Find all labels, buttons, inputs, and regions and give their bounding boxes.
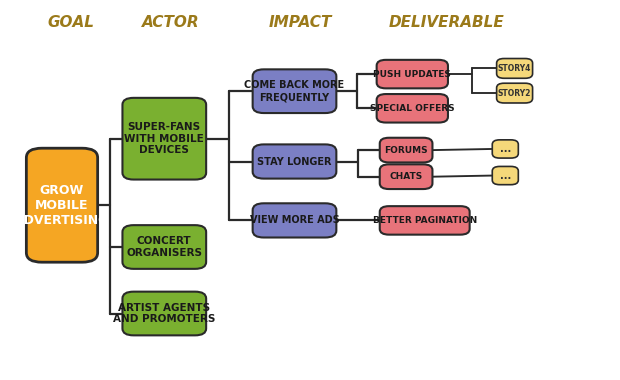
FancyBboxPatch shape: [253, 203, 336, 238]
FancyBboxPatch shape: [492, 140, 518, 158]
Text: CONCERT
ORGANISERS: CONCERT ORGANISERS: [126, 236, 202, 258]
FancyBboxPatch shape: [379, 206, 470, 235]
Text: ...: ...: [500, 171, 511, 180]
Text: COME BACK MORE
FREQUENTLY: COME BACK MORE FREQUENTLY: [244, 81, 345, 102]
FancyBboxPatch shape: [497, 59, 533, 78]
Text: FORUMS: FORUMS: [384, 146, 428, 155]
Text: STAY LONGER: STAY LONGER: [257, 157, 332, 166]
Text: ARTIST AGENTS
AND PROMOTERS: ARTIST AGENTS AND PROMOTERS: [113, 303, 216, 324]
Text: GOAL: GOAL: [48, 15, 95, 30]
FancyBboxPatch shape: [497, 83, 533, 103]
Text: ACTOR: ACTOR: [142, 15, 199, 30]
FancyBboxPatch shape: [377, 60, 448, 88]
Text: SPECIAL OFFERS: SPECIAL OFFERS: [370, 104, 454, 113]
Text: VIEW MORE ADS: VIEW MORE ADS: [250, 215, 339, 225]
FancyBboxPatch shape: [123, 225, 206, 269]
Text: ...: ...: [500, 144, 511, 154]
Text: BETTER PAGINATION: BETTER PAGINATION: [373, 216, 477, 225]
Text: CHATS: CHATS: [389, 172, 423, 181]
FancyBboxPatch shape: [253, 144, 336, 179]
FancyBboxPatch shape: [492, 166, 518, 185]
Text: DELIVERABLE: DELIVERABLE: [389, 15, 504, 30]
Text: GROW
MOBILE
ADVERTISING: GROW MOBILE ADVERTISING: [15, 184, 109, 227]
FancyBboxPatch shape: [377, 94, 448, 122]
FancyBboxPatch shape: [123, 98, 206, 180]
Text: STORY2: STORY2: [498, 89, 531, 98]
Text: IMPACT: IMPACT: [269, 15, 332, 30]
FancyBboxPatch shape: [379, 164, 433, 189]
Text: SUPER-FANS
WITH MOBILE
DEVICES: SUPER-FANS WITH MOBILE DEVICES: [125, 122, 204, 155]
FancyBboxPatch shape: [26, 148, 98, 262]
FancyBboxPatch shape: [253, 70, 336, 113]
FancyBboxPatch shape: [379, 138, 433, 163]
FancyBboxPatch shape: [123, 292, 206, 336]
Text: STORY4: STORY4: [498, 64, 531, 73]
Text: PUSH UPDATES: PUSH UPDATES: [373, 70, 451, 79]
